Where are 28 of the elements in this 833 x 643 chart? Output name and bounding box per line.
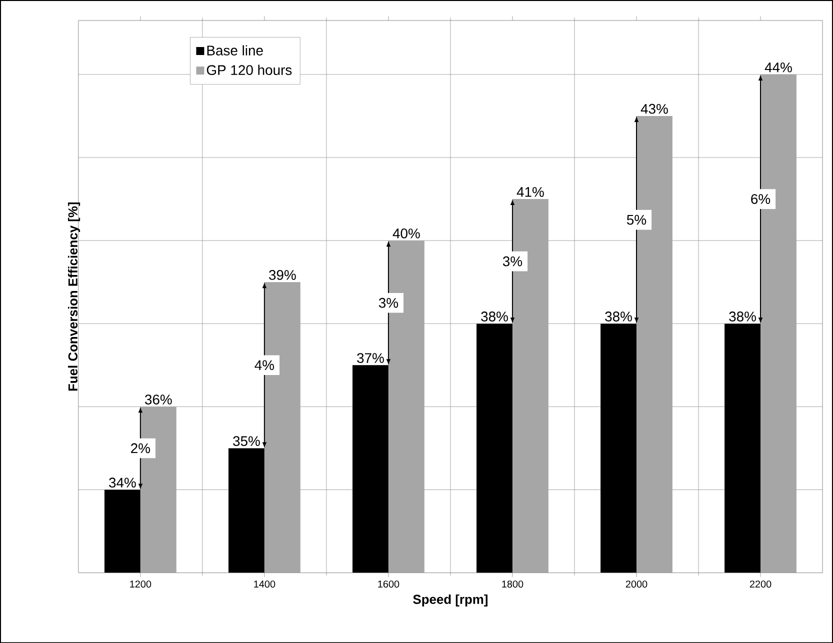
x-tick-label: 1200 bbox=[130, 580, 152, 588]
annotation: 3% bbox=[502, 256, 522, 266]
legend-label: Base line bbox=[207, 45, 263, 56]
y-axis-title: Fuel Conversion Efficiency [%] bbox=[68, 202, 80, 391]
annotation: 4% bbox=[254, 360, 274, 370]
data-label: 38% bbox=[481, 311, 508, 322]
x-tick-label: 2200 bbox=[750, 580, 772, 588]
data-label: 38% bbox=[605, 311, 632, 322]
data-label: 41% bbox=[516, 186, 544, 197]
annotation: 6% bbox=[751, 194, 770, 204]
data-label: 35% bbox=[233, 436, 260, 446]
data-label: 43% bbox=[640, 104, 668, 114]
x-tick-label: 1600 bbox=[378, 580, 400, 588]
data-label: 37% bbox=[357, 352, 384, 363]
x-tick-label: 1400 bbox=[254, 580, 276, 588]
x-axis-title: Speed [rpm] bbox=[413, 594, 488, 606]
x-tick-label: 1800 bbox=[502, 580, 524, 588]
data-label: 36% bbox=[144, 394, 172, 404]
annotation: 3% bbox=[378, 298, 398, 308]
data-label: 40% bbox=[392, 228, 420, 238]
data-label: 44% bbox=[764, 62, 792, 72]
annotation: 5% bbox=[626, 214, 646, 225]
legend-label: GP 120 hours bbox=[206, 64, 292, 75]
data-label: 34% bbox=[109, 478, 136, 488]
data-label: 39% bbox=[269, 270, 296, 280]
x-tick-label: 2000 bbox=[626, 580, 648, 588]
data-label: 38% bbox=[729, 311, 756, 322]
annotation: 2% bbox=[131, 443, 150, 454]
